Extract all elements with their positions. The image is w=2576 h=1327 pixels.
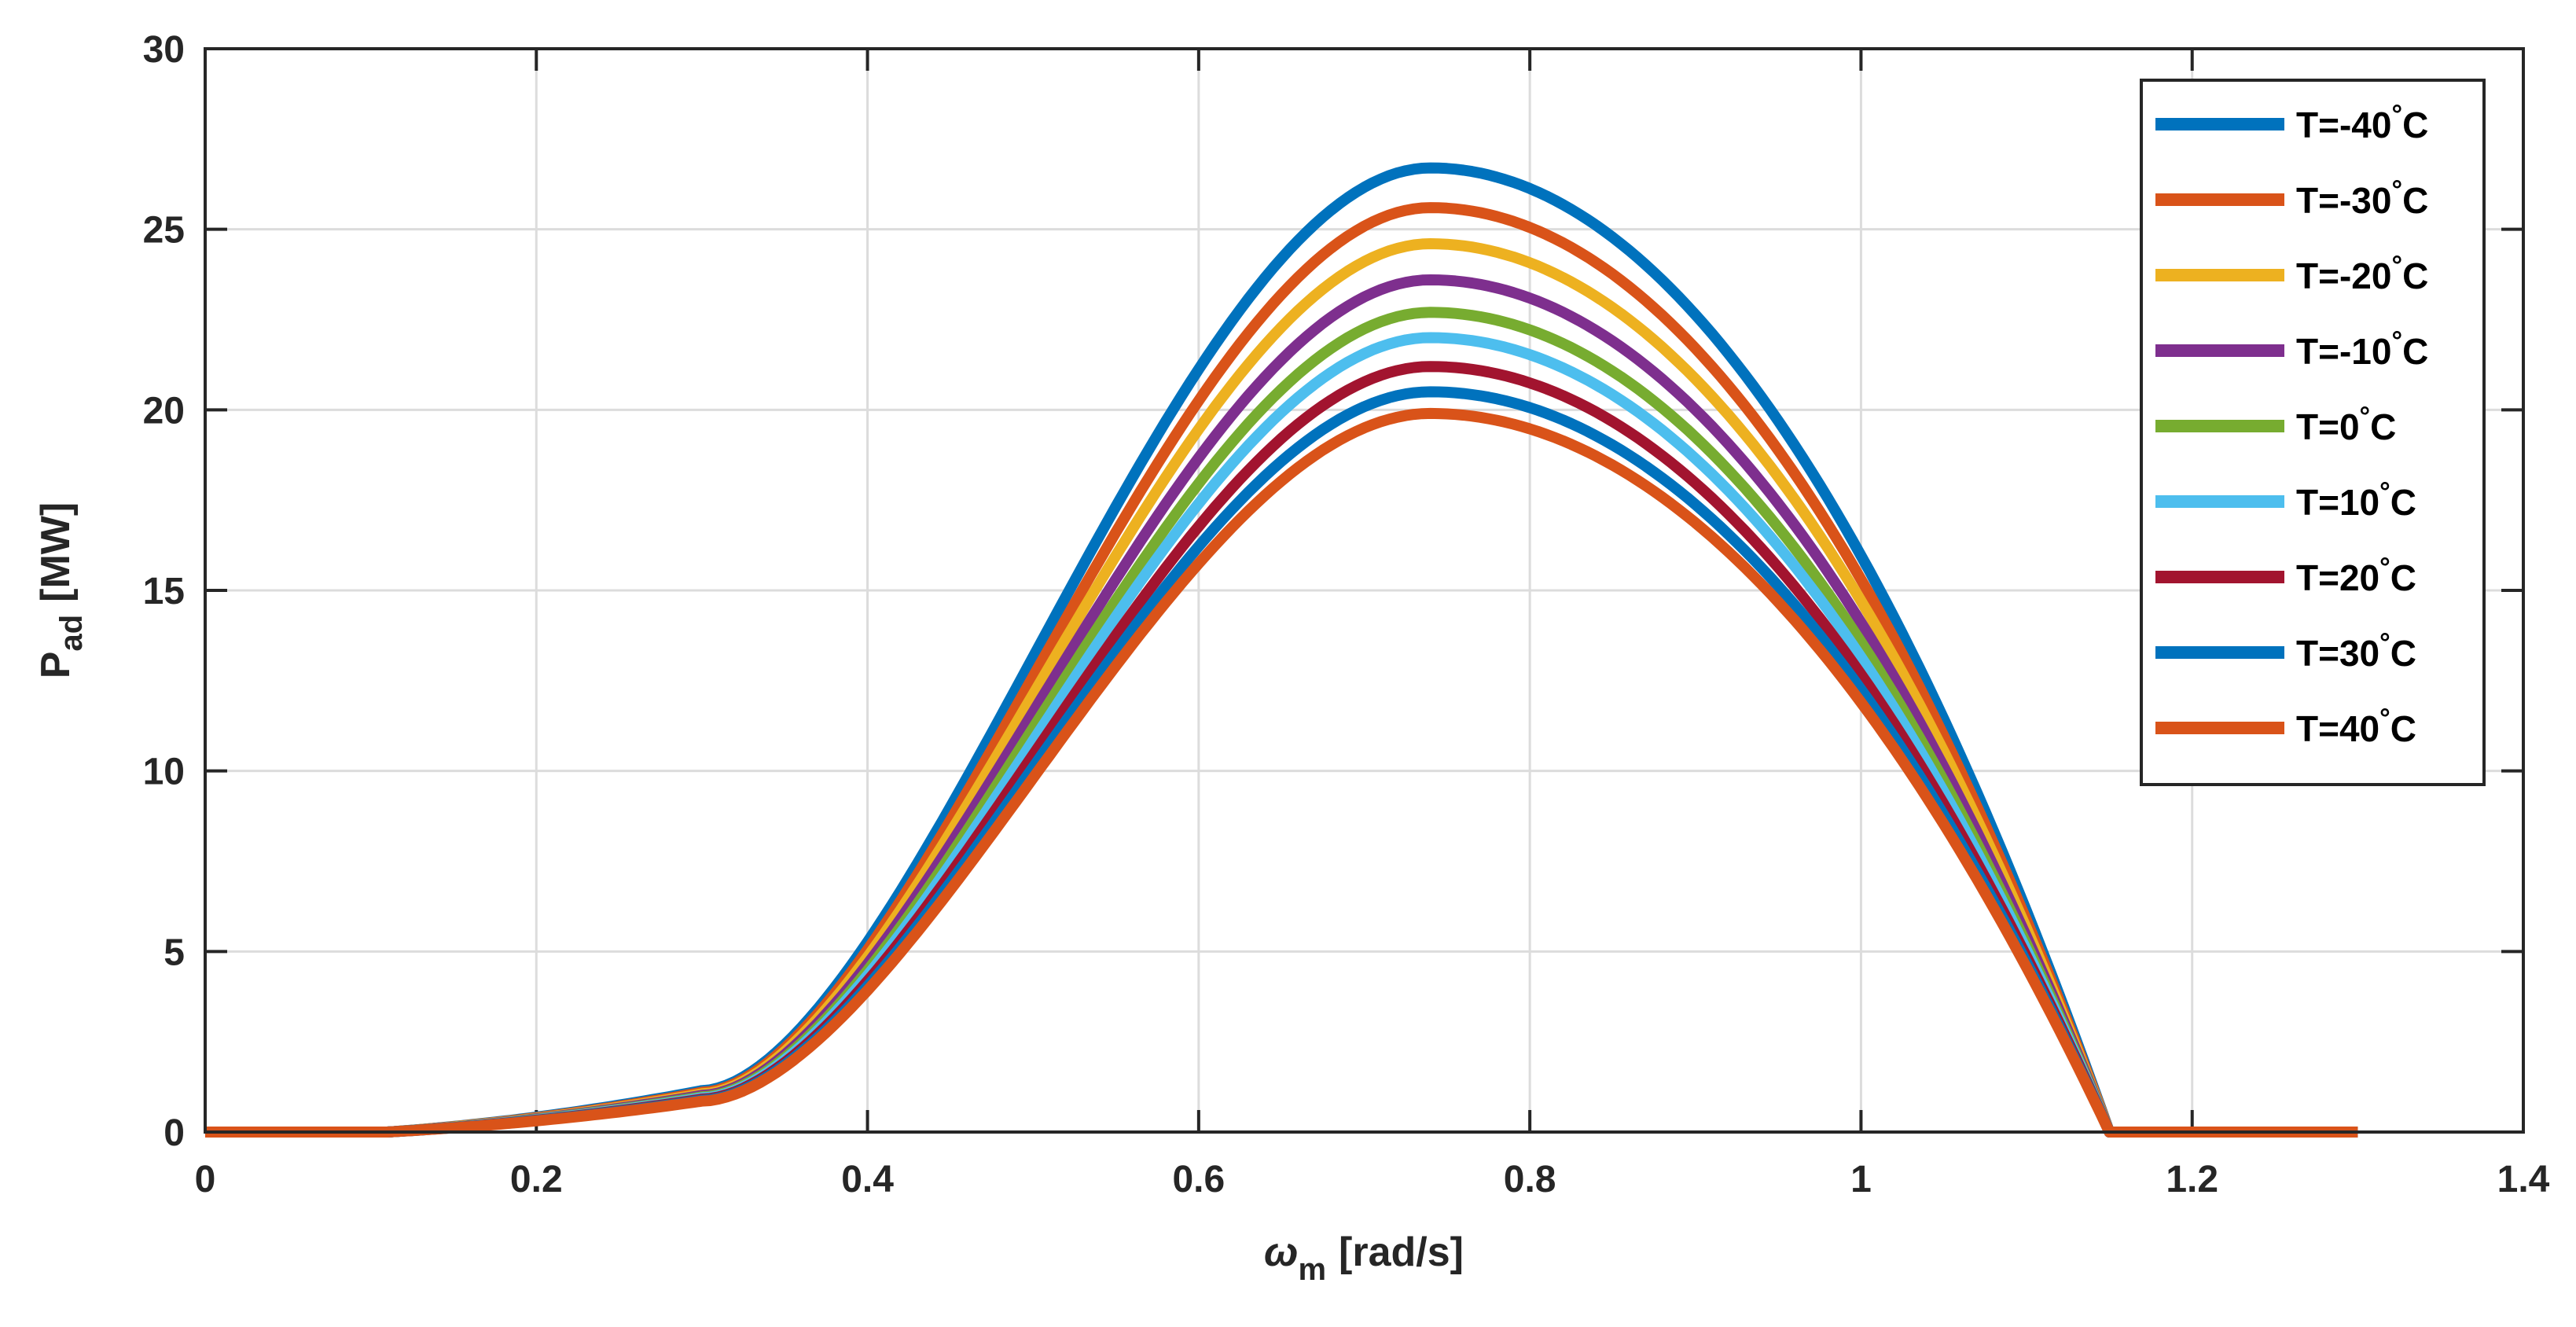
x-axis-symbol: ω [1264,1230,1298,1275]
x-tick-label: 0.8 [1504,1159,1556,1200]
legend-entry: T=40°C [2296,704,2416,749]
x-axis-unit: [rad/s] [1339,1230,1464,1275]
legend-entry: T=0°C [2296,402,2396,447]
x-axis-label: ωm [rad/s] [1264,1230,1464,1287]
x-tick-label: 0.4 [841,1159,894,1200]
y-axis-symbol: P [33,652,79,679]
y-tick-label: 5 [164,932,185,973]
y-axis-subscript: ad [54,615,89,652]
y-tick-label: 30 [143,29,185,71]
axes-box [204,47,2525,1134]
y-tick-label: 10 [143,752,185,793]
legend-entry: T=-10°C [2296,326,2428,372]
x-tick-label: 1.4 [2497,1159,2550,1200]
legend-entry: T=-20°C [2296,251,2428,296]
y-tick-label: 20 [143,390,185,432]
series-lines [205,162,2358,1138]
legend-entry: T=-40°C [2296,100,2428,145]
x-tick-label: 0 [195,1159,216,1200]
y-axis-label: Pad [MW] [33,502,89,678]
series-line [205,407,2358,1138]
legend: T=-40°C T=-30°C T=-20°C T=-10°C T=0°C T=10°C T… [2140,79,2486,786]
svg-text:ωm[rad/s]: ωm [rad/s] [1264,1230,1464,1287]
legend-entry: T=-30°C [2296,175,2428,221]
x-tick-label: 0.2 [510,1159,563,1200]
x-tick-label: 1 [1850,1159,1872,1200]
tick-labels: 0 0.2 0.4 0.6 0.8 1 1.2 1.4 0 5 10 15 20 25 30 [143,29,2550,1200]
x-tick-label: 1.2 [2166,1159,2218,1200]
legend-entry: T=10°C [2296,477,2416,523]
x-tick-label: 0.6 [1172,1159,1225,1200]
y-tick-label: 15 [143,571,185,612]
y-tick-label: 0 [164,1112,185,1154]
legend-entry: T=30°C [2296,628,2416,674]
y-tick-label: 25 [143,210,185,252]
svg-text:Pad[MW]: Pad [MW] [33,502,89,678]
y-axis-unit: [MW] [33,502,79,602]
legend-entry: T=20°C [2296,553,2416,598]
x-axis-subscript: m [1298,1252,1326,1287]
